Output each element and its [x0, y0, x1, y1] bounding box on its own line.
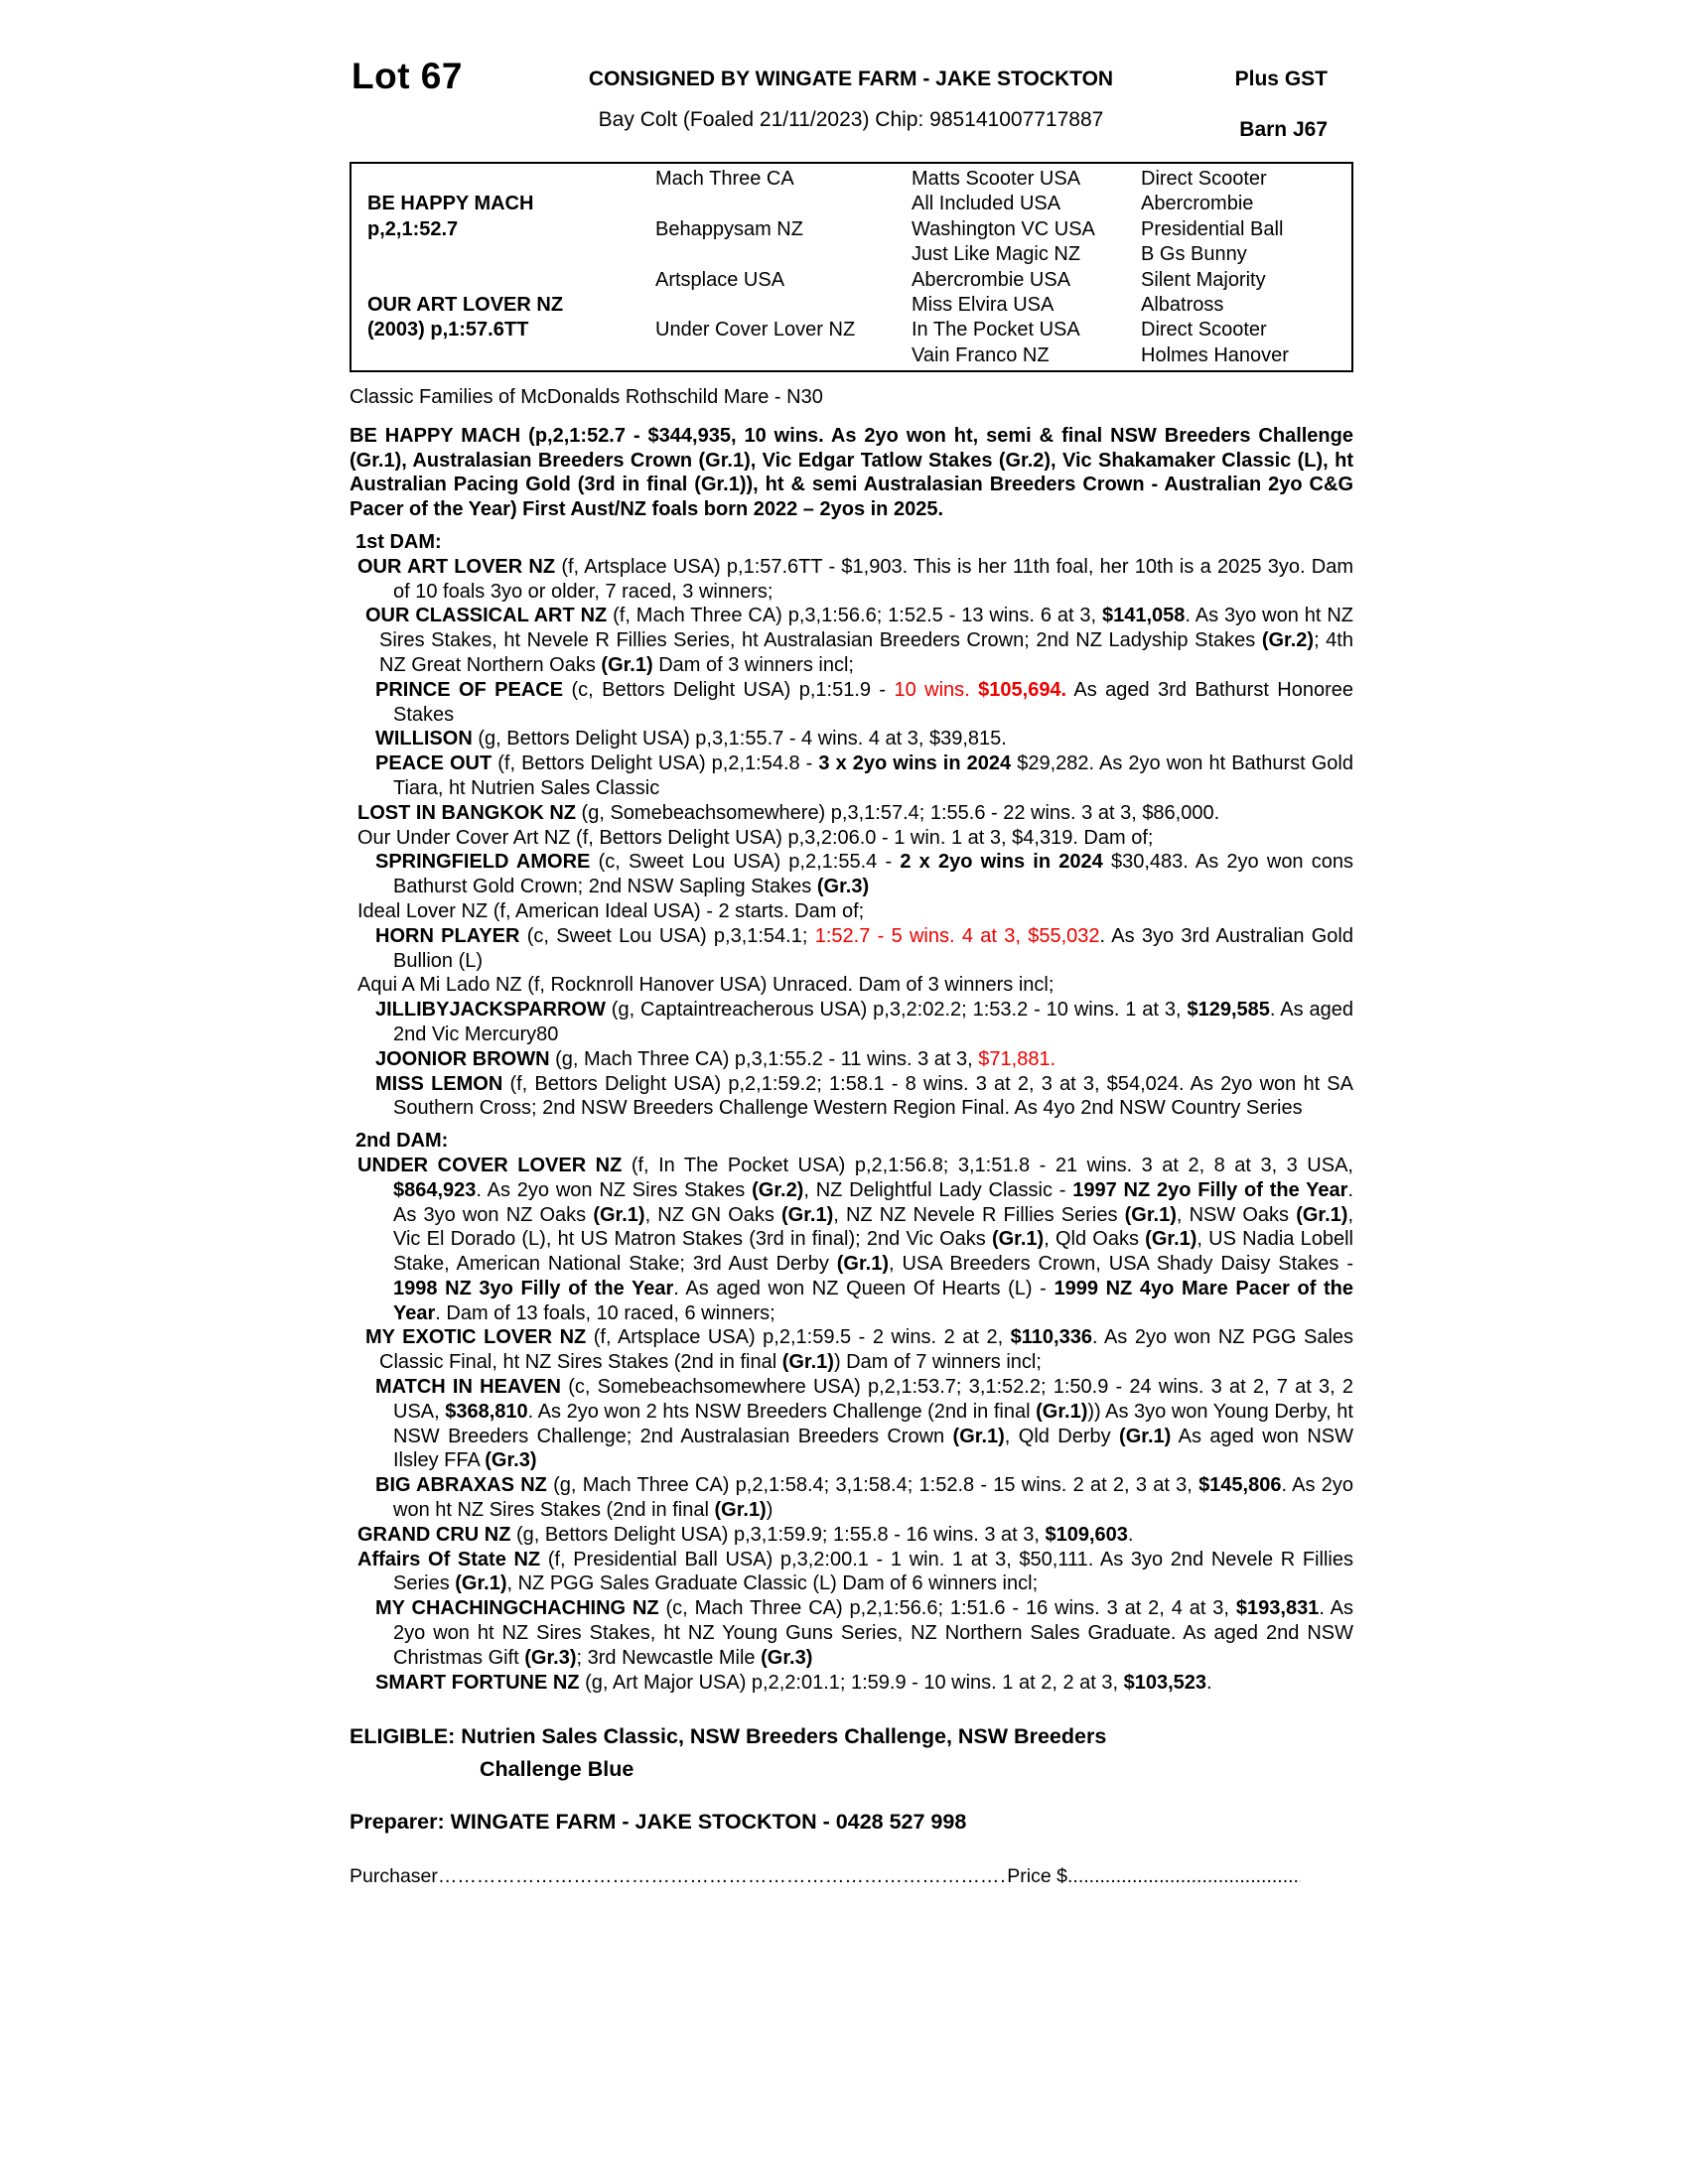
lot-number: Lot 67 — [352, 56, 463, 96]
pedigree-notes: 1st DAM: OUR ART LOVER NZ (f, Artsplace U… — [350, 530, 1353, 1695]
pedigree-paragraph: OUR ART LOVER NZ (f, Artsplace USA) p,1:… — [357, 555, 1353, 603]
pedigree-paragraph: BIG ABRAXAS NZ (g, Mach Three CA) p,2,1:… — [375, 1474, 1354, 1522]
pedigree-cell: Albatross — [1141, 293, 1224, 316]
pedigree-paragraph: JILLIBYJACKSPARROW (g, Captaintreacherou… — [375, 999, 1353, 1045]
sire-record: p,2,1:52.7 — [367, 217, 459, 240]
sire-paragraph: BE HAPPY MACH (p,2,1:52.7 - $344,935, 10… — [350, 424, 1353, 521]
sire-name: BE HAPPY MACH — [367, 193, 534, 215]
pedigree-cell: Miss Elvira USA — [912, 293, 1055, 316]
price-dotted-line: ........................................… — [1067, 1865, 1301, 1888]
preparer-line: Preparer: WINGATE FARM - JAKE STOCKTON -… — [350, 1810, 967, 1835]
pedigree-paragraph: Ideal Lover NZ (f, American Ideal USA) -… — [357, 899, 865, 922]
pedigree-cell: Washington VC USA — [912, 217, 1095, 240]
pedigree-paragraph: GRAND CRU NZ (g, Bettors Delight USA) p,… — [357, 1523, 1134, 1546]
pedigree-paragraph: PRINCE OF PEACE (c, Bettors Delight USA)… — [375, 678, 1354, 726]
pedigree-cell: Abercrombie USA — [912, 268, 1071, 291]
pedigree-paragraph: OUR CLASSICAL ART NZ (f, Mach Three CA) … — [365, 605, 1353, 676]
pedigree-paragraph: MISS LEMON (f, Bettors Delight USA) p,2,… — [375, 1072, 1353, 1120]
barn-number: Barn J67 — [1239, 118, 1328, 141]
header-center: CONSIGNED BY WINGATE FARM - JAKE STOCKTO… — [369, 68, 1333, 132]
pedigree-cell: Silent Majority — [1141, 268, 1266, 291]
pedigree-cell: All Included USA — [912, 193, 1061, 215]
pedigree-paragraph: JOONIOR BROWN (g, Mach Three CA) p,3,1:5… — [375, 1047, 1056, 1070]
pedigree-paragraph: SMART FORTUNE NZ (g, Art Major USA) p,2,… — [375, 1671, 1212, 1694]
consignor-line: CONSIGNED BY WINGATE FARM - JAKE STOCKTO… — [588, 68, 1114, 90]
pedigree-cell: Abercrombie — [1141, 193, 1254, 215]
pedigree-cell: B Gs Bunny — [1141, 243, 1247, 266]
pedigree-cell: Artsplace USA — [655, 268, 785, 291]
purchaser-label: Purchaser — [350, 1865, 438, 1888]
dam-heading: 1st DAM: — [355, 530, 442, 553]
dam-heading: 2nd DAM: — [355, 1130, 449, 1153]
eligible-block: ELIGIBLE: Nutrien Sales Classic, NSW Bre… — [350, 1720, 1353, 1786]
pedigree-cell: In The Pocket USA — [912, 319, 1080, 341]
pedigree-paragraph: MY CHACHINGCHACHING NZ (c, Mach Three CA… — [375, 1597, 1353, 1669]
plus-gst-label: Plus GST — [1234, 68, 1328, 90]
purchaser-line: Purchaser…………………………………………………………………………………… — [350, 1864, 1301, 1889]
pedigree-paragraph: Affairs Of State NZ (f, Presidential Bal… — [357, 1548, 1354, 1595]
pedigree-sire: BE HAPPY MACH p,2,1:52.7 — [367, 192, 655, 242]
pedigree-paragraph: UNDER COVER LOVER NZ (f, In The Pocket U… — [357, 1154, 1354, 1324]
pedigree-table: BE HAPPY MACH p,2,1:52.7 OUR ART LOVER N… — [350, 162, 1353, 372]
pedigree-paragraph: Our Under Cover Art NZ (f, Bettors Delig… — [357, 826, 1154, 849]
eligible-line1: ELIGIBLE: Nutrien Sales Classic, NSW Bre… — [350, 1724, 1107, 1749]
dam-record: (2003) p,1:57.6TT — [367, 319, 529, 341]
header-right: Plus GST Barn J67 — [1235, 68, 1328, 142]
pedigree-cell: Under Cover Lover NZ — [655, 319, 856, 341]
horse-description: Bay Colt (Foaled 21/11/2023) Chip: 98514… — [598, 108, 1104, 131]
pedigree-cell: Direct Scooter — [1141, 319, 1267, 341]
family-note: Classic Families of McDonalds Rothschild… — [350, 386, 823, 408]
dam-name: OUR ART LOVER NZ — [367, 293, 564, 316]
pedigree-cell: Just Like Magic NZ — [912, 243, 1081, 266]
eligible-line2: Challenge Blue — [480, 1757, 634, 1782]
pedigree-cell: Matts Scooter USA — [912, 168, 1081, 190]
pedigree-paragraph: SPRINGFIELD AMORE (c, Sweet Lou USA) p,2… — [375, 851, 1354, 898]
body-copy: Classic Families of McDonalds Rothschild… — [350, 385, 1353, 1889]
pedigree-dam: OUR ART LOVER NZ (2003) p,1:57.6TT — [367, 293, 655, 343]
pedigree-cell: Direct Scooter — [1141, 168, 1267, 190]
pedigree-cell: Vain Franco NZ — [912, 343, 1050, 366]
pedigree-paragraph: HORN PLAYER (c, Sweet Lou USA) p,3,1:54.… — [375, 924, 1353, 972]
pedigree-cell: Holmes Hanover — [1141, 343, 1289, 366]
pedigree-paragraph: LOST IN BANGKOK NZ (g, Somebeachsomewher… — [357, 801, 1220, 824]
pedigree-cell: Behappysam NZ — [655, 217, 803, 240]
purchaser-dotted-line: …………………………………………………………………………………………………………… — [437, 1865, 1007, 1888]
pedigree-paragraph: PEACE OUT (f, Bettors Delight USA) p,2,1… — [375, 752, 1353, 799]
pedigree-paragraph: Aqui A Mi Lado NZ (f, Rocknroll Hanover … — [357, 974, 1055, 997]
price-label: Price $ — [1007, 1865, 1067, 1888]
pedigree-cell: Mach Three CA — [655, 168, 794, 190]
pedigree-cell: Presidential Ball — [1141, 217, 1284, 240]
pedigree-paragraph: MATCH IN HEAVEN (c, Somebeachsomewhere U… — [375, 1376, 1353, 1472]
pedigree-paragraph: MY EXOTIC LOVER NZ (f, Artsplace USA) p,… — [365, 1326, 1354, 1374]
pedigree-paragraph: WILLISON (g, Bettors Delight USA) p,3,1:… — [375, 728, 1007, 751]
